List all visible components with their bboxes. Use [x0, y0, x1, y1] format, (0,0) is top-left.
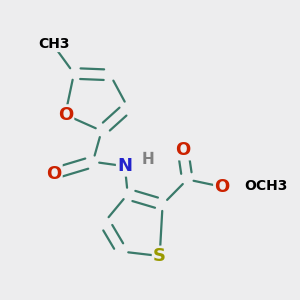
- Text: H: H: [142, 151, 154, 166]
- Text: O: O: [214, 178, 230, 196]
- Text: OCH3: OCH3: [244, 179, 287, 193]
- Text: O: O: [175, 141, 190, 159]
- Text: S: S: [153, 247, 166, 265]
- Text: O: O: [46, 165, 61, 183]
- Text: N: N: [117, 157, 132, 175]
- Text: H: H: [142, 152, 154, 167]
- Text: O: O: [58, 106, 73, 124]
- Text: CH3: CH3: [38, 37, 69, 51]
